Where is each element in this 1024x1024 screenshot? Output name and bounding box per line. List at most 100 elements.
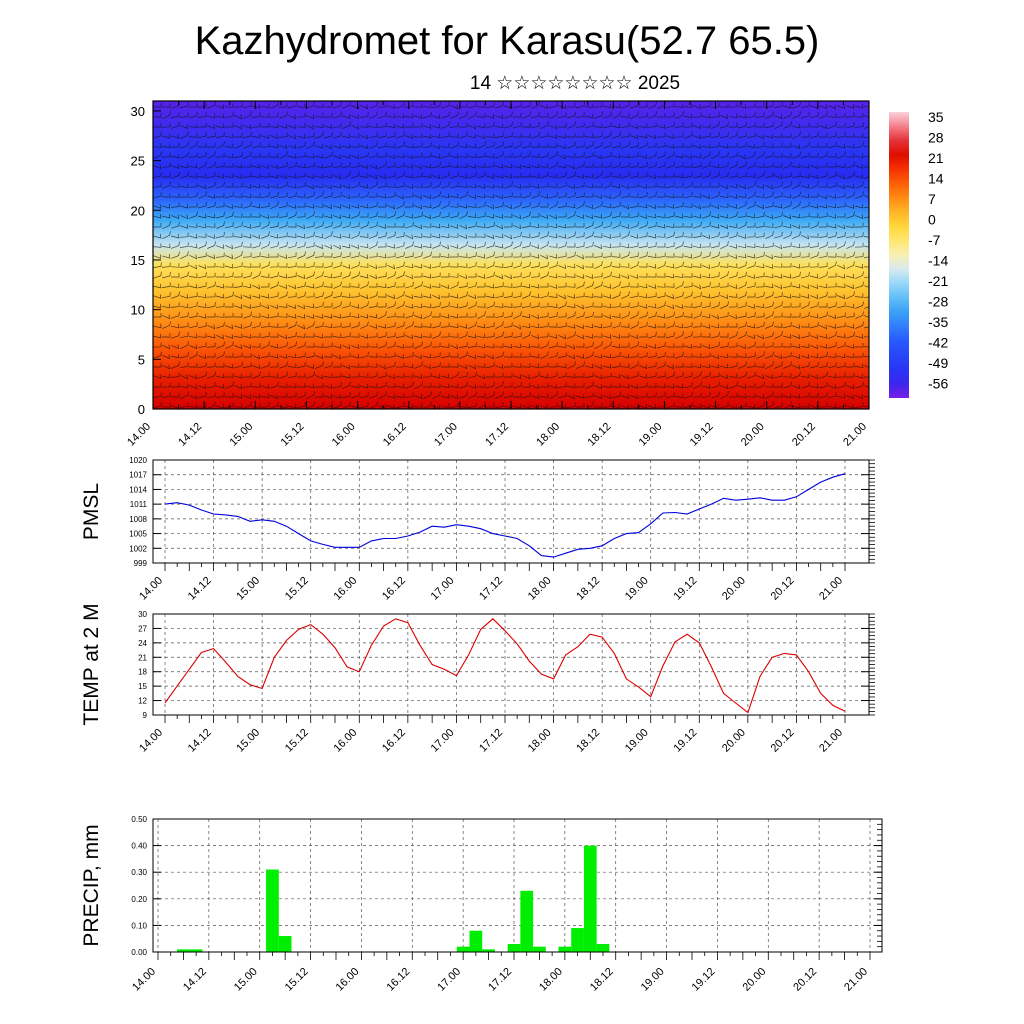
heatmap-x-tick-label: 19.12 (688, 421, 716, 449)
wind-barb (359, 362, 369, 368)
wind-barb (738, 371, 747, 379)
wind-barb (531, 101, 540, 109)
wind-barb (594, 201, 603, 209)
wind-barb (315, 354, 324, 360)
wind-barb (549, 214, 558, 220)
wind-barb (747, 151, 756, 160)
wind-barb (459, 241, 468, 250)
wind-barb (288, 144, 297, 149)
wind-barb (441, 151, 450, 159)
wind-barb (441, 301, 450, 309)
wind-barb (864, 306, 869, 309)
wind-barb (675, 351, 684, 359)
wind-barb (801, 392, 810, 399)
temp-x-tick-label: 19.00 (623, 727, 651, 755)
wind-barb (837, 104, 846, 110)
wind-barb (539, 312, 549, 318)
wind-barb (413, 293, 423, 299)
wind-barb (675, 153, 684, 159)
wind-barb (765, 191, 774, 199)
precip-bars (177, 845, 610, 952)
wind-barb (468, 124, 477, 130)
wind-barb (737, 212, 747, 218)
wind-barb (819, 104, 828, 109)
wind-barb (243, 124, 252, 129)
wind-barb (692, 112, 702, 118)
wind-barb (773, 393, 783, 398)
wind-barb (306, 321, 315, 330)
wind-barb (693, 183, 702, 188)
wind-barb (855, 164, 864, 169)
wind-barb (486, 121, 495, 129)
wind-barb (755, 243, 765, 249)
wind-barb (711, 341, 720, 349)
wind-barb (359, 212, 369, 218)
wind-barb (792, 101, 801, 109)
wind-barb (242, 163, 252, 168)
wind-barb (243, 224, 252, 229)
wind-barb (350, 143, 360, 148)
wind-barb (486, 313, 495, 318)
wind-barb (504, 163, 513, 169)
wind-barb (477, 141, 486, 150)
wind-barb (621, 122, 630, 129)
wind-barb (657, 243, 666, 248)
wind-barb (774, 331, 783, 340)
wind-barb (846, 273, 855, 279)
wind-barb (423, 391, 432, 399)
temperature-field (153, 101, 869, 409)
wind-barb (503, 392, 513, 398)
wind-barb (261, 184, 270, 189)
wind-barb (512, 252, 522, 258)
wind-barb (476, 233, 486, 238)
wind-barb (477, 323, 486, 329)
wind-barb (711, 163, 720, 169)
wind-barb (432, 123, 441, 129)
precip-bar (533, 946, 546, 952)
wind-barb (198, 272, 207, 279)
wind-barb (711, 301, 720, 309)
wind-barb (476, 152, 486, 158)
wind-barb (647, 253, 657, 259)
wind-barb (261, 123, 270, 128)
wind-barb (396, 194, 405, 200)
wind-barb (342, 121, 351, 129)
wind-barb (692, 343, 702, 348)
wind-barb (558, 294, 567, 300)
wind-barb (351, 204, 360, 209)
wind-barb (278, 232, 288, 238)
wind-barb (440, 403, 450, 408)
wind-barb (864, 225, 869, 228)
wind-barb (333, 144, 342, 149)
wind-barb (531, 302, 540, 308)
wind-barb (557, 312, 567, 318)
wind-barb (441, 383, 450, 389)
pmsl-x-tick-label: 19.12 (671, 575, 699, 603)
wind-barb (288, 173, 297, 179)
wind-barb (864, 276, 869, 279)
wind-barb (522, 111, 531, 119)
heatmap-y-tick-label: 0 (138, 402, 145, 417)
wind-barb (539, 163, 549, 168)
wind-barb (333, 111, 342, 119)
wind-barb (468, 244, 477, 249)
wind-barb (774, 284, 783, 290)
wind-barb (729, 331, 738, 339)
wind-barb (810, 383, 819, 389)
wind-barb (756, 303, 765, 309)
wind-barb (612, 404, 621, 409)
wind-barb (548, 143, 558, 148)
wind-barb (153, 383, 162, 388)
wind-barb (269, 362, 279, 368)
wind-barb (413, 133, 423, 138)
wind-barb (441, 314, 450, 319)
wind-barb (602, 402, 612, 408)
wind-barb (198, 342, 207, 349)
wind-barb (692, 193, 702, 198)
wind-barb (350, 333, 360, 338)
wind-barb (783, 334, 792, 339)
wind-barb (423, 214, 432, 220)
wind-barb (243, 294, 252, 300)
wind-barb (333, 183, 342, 189)
colorbar-label: -28 (928, 294, 948, 310)
